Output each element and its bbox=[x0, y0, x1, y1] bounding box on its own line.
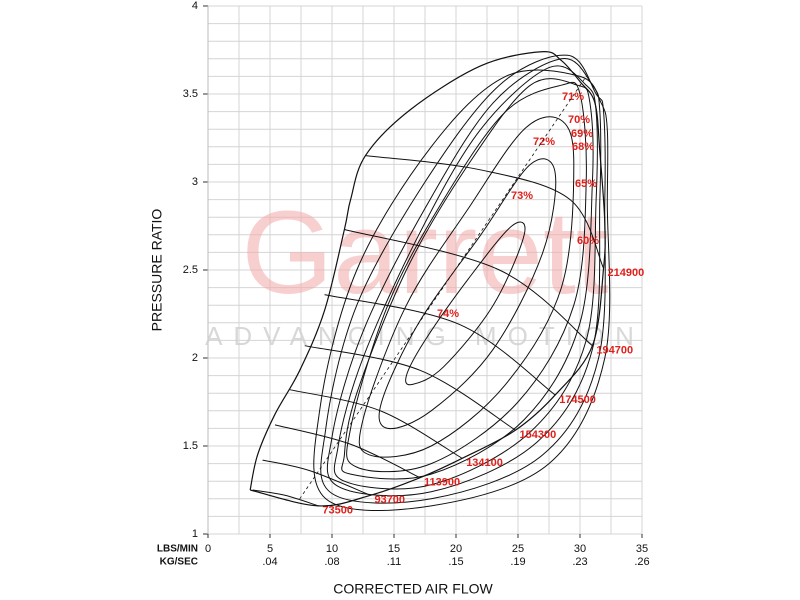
efficiency-contour bbox=[313, 69, 611, 512]
y-tick-label: 3.5 bbox=[183, 88, 198, 100]
x-tick-label: 0 bbox=[205, 543, 211, 555]
speed-label: 154300 bbox=[520, 429, 557, 441]
efficiency-label: 74% bbox=[437, 308, 459, 320]
efficiency-contour bbox=[326, 58, 602, 497]
speed-label: 134100 bbox=[466, 457, 503, 469]
speed-label: 73500 bbox=[322, 505, 353, 517]
x2-tick-label: .11 bbox=[387, 556, 401, 568]
efficiency-contour bbox=[378, 158, 557, 430]
x-unit-label: LBS/MIN bbox=[157, 544, 198, 555]
y-tick-label: 3 bbox=[192, 176, 198, 188]
x2-unit-label: KG/SEC bbox=[160, 557, 198, 568]
efficiency-label: 70% bbox=[568, 114, 590, 126]
y-tick-label: 2.5 bbox=[183, 264, 198, 276]
speed-label: 214900 bbox=[608, 267, 645, 279]
x2-tick-label: .23 bbox=[572, 556, 587, 568]
x-tick-label: 20 bbox=[450, 543, 462, 555]
speed-line bbox=[304, 345, 516, 431]
x2-tick-label: .19 bbox=[510, 556, 525, 568]
map-outline bbox=[249, 51, 606, 507]
y-tick-label: 2 bbox=[192, 352, 198, 364]
x2-tick-label: .15 bbox=[448, 556, 463, 568]
efficiency-label: 73% bbox=[511, 190, 533, 202]
x-tick-label: 5 bbox=[267, 543, 273, 555]
x-axis-title: CORRECTED AIR FLOW bbox=[333, 581, 493, 597]
speed-label: 194700 bbox=[596, 345, 633, 357]
speed-line bbox=[262, 459, 371, 496]
x-tick-label: 10 bbox=[326, 543, 338, 555]
efficiency-contour bbox=[341, 78, 594, 480]
efficiency-label: 65% bbox=[575, 178, 597, 190]
speed-line bbox=[365, 155, 605, 269]
efficiency-label: 68% bbox=[572, 141, 594, 153]
speed-line bbox=[252, 489, 319, 507]
y-axis-title: PRESSURE RATIO bbox=[149, 209, 165, 332]
x-tick-label: 15 bbox=[388, 543, 400, 555]
efficiency-label: 69% bbox=[571, 128, 593, 140]
y-tick-label: 4 bbox=[192, 0, 198, 12]
speed-label: 113900 bbox=[424, 477, 460, 489]
efficiency-label: 72% bbox=[533, 136, 555, 148]
x2-tick-label: .08 bbox=[324, 556, 339, 568]
efficiency-contour bbox=[346, 81, 587, 473]
efficiency-contour bbox=[320, 54, 606, 504]
efficiency-contour bbox=[358, 116, 575, 458]
y-tick-label: 1.5 bbox=[183, 440, 198, 452]
speed-label: 93700 bbox=[374, 494, 405, 506]
efficiency-contour bbox=[333, 65, 598, 490]
speed-label: 174500 bbox=[559, 394, 596, 406]
y-tick-label: 1 bbox=[192, 528, 198, 540]
speed-line bbox=[324, 294, 556, 396]
x-tick-label: 25 bbox=[512, 543, 524, 555]
efficiency-contour bbox=[405, 221, 526, 386]
x-tick-label: 35 bbox=[636, 543, 648, 555]
speed-line bbox=[344, 229, 593, 347]
speed-line bbox=[289, 389, 463, 459]
efficiency-label: 71% bbox=[562, 91, 584, 103]
x2-tick-label: .26 bbox=[634, 556, 649, 568]
x2-tick-label: .04 bbox=[262, 556, 277, 568]
peak-efficiency-line bbox=[299, 76, 587, 500]
x-tick-label: 30 bbox=[574, 543, 586, 555]
speed-line bbox=[274, 424, 421, 479]
